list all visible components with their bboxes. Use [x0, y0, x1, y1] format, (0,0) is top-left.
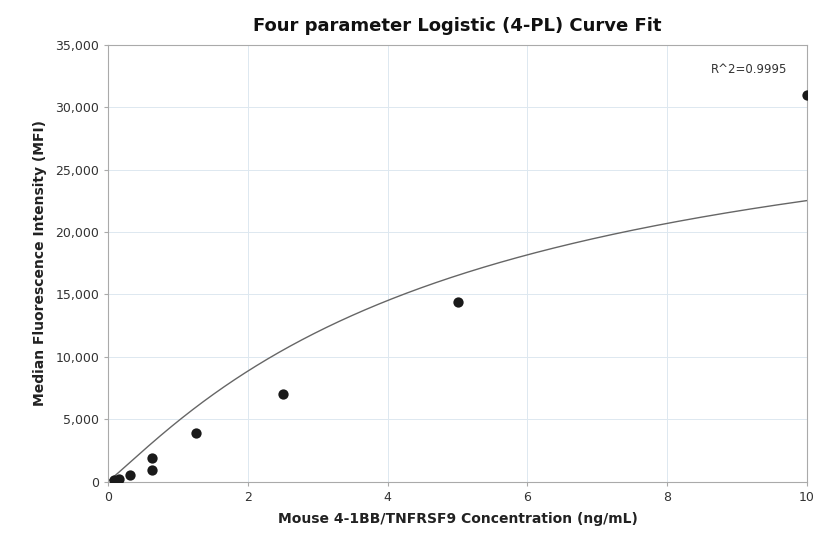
- X-axis label: Mouse 4-1BB/TNFRSF9 Concentration (ng/mL): Mouse 4-1BB/TNFRSF9 Concentration (ng/mL…: [278, 512, 637, 526]
- Point: [123, 471, 136, 480]
- Point: [107, 476, 121, 485]
- Point: [189, 428, 202, 437]
- Point: [276, 390, 290, 399]
- Point: [112, 474, 126, 483]
- Point: [451, 297, 464, 306]
- Y-axis label: Median Fluorescence Intensity (MFI): Median Fluorescence Intensity (MFI): [33, 120, 47, 406]
- Point: [146, 466, 159, 475]
- Title: Four parameter Logistic (4-PL) Curve Fit: Four parameter Logistic (4-PL) Curve Fit: [254, 17, 661, 35]
- Point: [146, 454, 159, 463]
- Point: [800, 90, 814, 99]
- Text: R^2=0.9995: R^2=0.9995: [711, 63, 787, 76]
